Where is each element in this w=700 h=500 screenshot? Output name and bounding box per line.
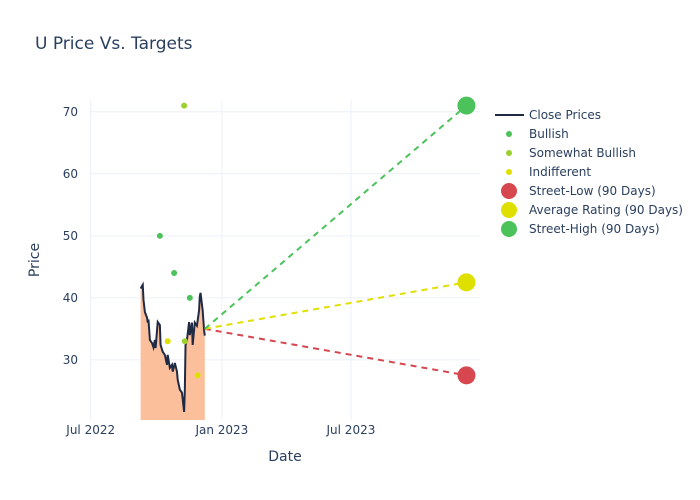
legend-marker-icon — [501, 221, 517, 237]
legend-item: Bullish — [529, 127, 569, 141]
legend-item: Street-Low (90 Days) — [529, 184, 656, 198]
legend-item: Indifferent — [529, 165, 591, 179]
rating-point — [181, 338, 188, 345]
x-tick-label: Jan 2023 — [194, 423, 248, 437]
y-tick-label: 30 — [63, 353, 78, 367]
rating-point — [156, 232, 163, 239]
rating-point — [194, 372, 201, 379]
target-marker — [457, 366, 476, 385]
y-tick-label: 60 — [63, 167, 78, 181]
rating-point — [171, 270, 178, 277]
legend-marker-icon — [506, 169, 512, 175]
legend-item: Average Rating (90 Days) — [529, 203, 683, 217]
close-price-line — [139, 281, 206, 413]
x-tick-label: Jul 2022 — [65, 423, 115, 437]
rating-point — [164, 338, 171, 345]
chart-title: U Price Vs. Targets — [35, 34, 193, 54]
legend-marker-icon — [506, 131, 512, 137]
target-line — [204, 327, 467, 377]
legend-marker-icon — [501, 202, 517, 218]
target-line — [204, 281, 467, 330]
legend-item: Street-High (90 Days) — [529, 222, 660, 236]
x-axis-label: Date — [268, 449, 301, 465]
legend-marker-icon — [501, 183, 517, 199]
target-marker — [457, 96, 476, 115]
close-price-area — [140, 284, 205, 420]
y-tick-label: 50 — [63, 229, 78, 243]
target-marker — [457, 273, 476, 292]
legend-marker-icon — [506, 150, 512, 156]
y-tick-label: 40 — [63, 291, 78, 305]
legend-item: Close Prices — [529, 108, 601, 122]
legend-item: Somewhat Bullish — [529, 146, 636, 160]
target-line — [204, 104, 468, 330]
x-tick-label: Jul 2023 — [326, 423, 376, 437]
rating-point — [181, 102, 188, 109]
y-tick-label: 70 — [63, 105, 78, 119]
rating-point — [186, 294, 193, 301]
y-axis-label: Price — [27, 243, 43, 277]
